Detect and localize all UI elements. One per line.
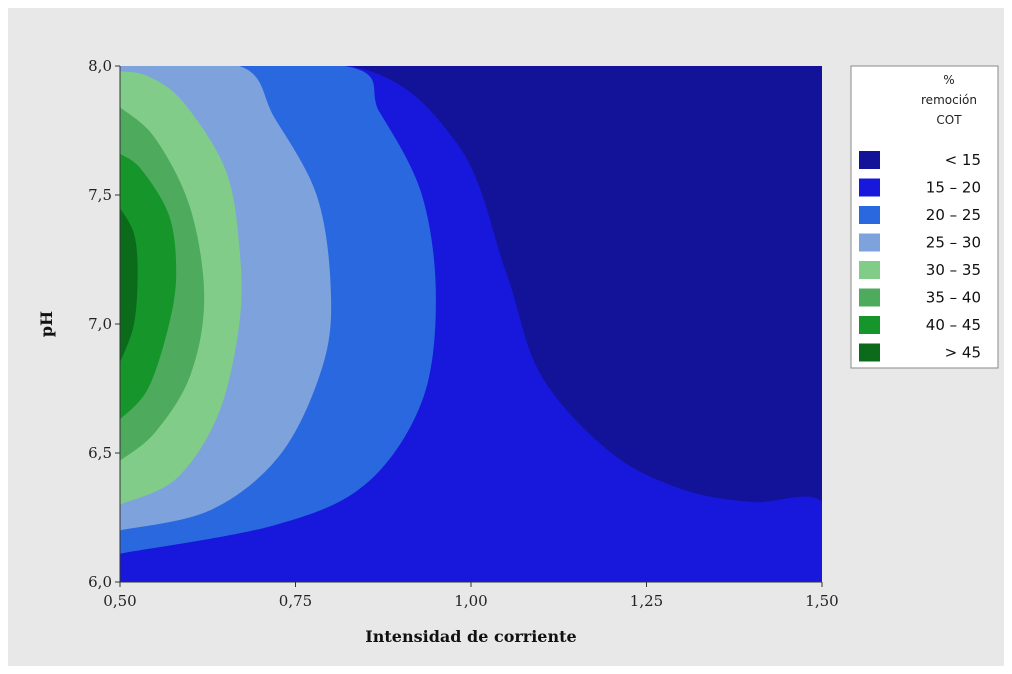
x-axis-title: Intensidad de corriente (365, 627, 576, 646)
y-tick-label: 6,5 (88, 444, 112, 462)
contour-region-7 (120, 207, 138, 363)
y-tick-label: 6,0 (88, 573, 112, 591)
x-tick-label: 0,50 (103, 592, 136, 610)
legend-swatch (859, 343, 880, 362)
legend-swatch (859, 288, 880, 307)
legend-title-line: remoción (921, 93, 977, 107)
legend-swatch (859, 206, 880, 224)
legend-label: 30 – 35 (926, 261, 981, 279)
x-tick-label: 1,25 (630, 592, 663, 610)
legend-swatch (859, 233, 880, 252)
legend-swatch (859, 151, 880, 169)
contour-plot: 0,50 0,75 1,00 1,25 1,50 6,0 6,5 7,0 7,5 8,0 Inten… (37, 57, 999, 646)
legend-label: 20 – 25 (926, 206, 981, 224)
legend-swatch (859, 261, 880, 279)
legend-label: 25 – 30 (926, 234, 981, 252)
y-tick-label: 7,5 (88, 186, 112, 204)
legend-label: > 45 (945, 344, 981, 362)
legend-label: 35 – 40 (926, 289, 981, 307)
legend-swatch (859, 316, 880, 334)
x-tick-label: 0,75 (279, 592, 312, 610)
legend-label: 40 – 45 (926, 316, 981, 334)
legend-label: 15 – 20 (926, 179, 981, 197)
x-tick-label: 1,50 (805, 592, 838, 610)
y-axis-title: pH (37, 311, 56, 337)
legend-label: < 15 (945, 151, 981, 169)
y-tick-label: 8,0 (88, 57, 112, 75)
legend-title-line: COT (936, 113, 962, 127)
x-tick-label: 1,00 (454, 592, 487, 610)
contour-region-6 (120, 153, 177, 420)
legend-title-line: % (943, 73, 954, 87)
chart-frame: 0,50 0,75 1,00 1,25 1,50 6,0 6,5 7,0 7,5 8,0 Inten… (8, 8, 1004, 666)
y-tick-label: 7,0 (88, 315, 112, 333)
legend-swatch (859, 178, 880, 197)
